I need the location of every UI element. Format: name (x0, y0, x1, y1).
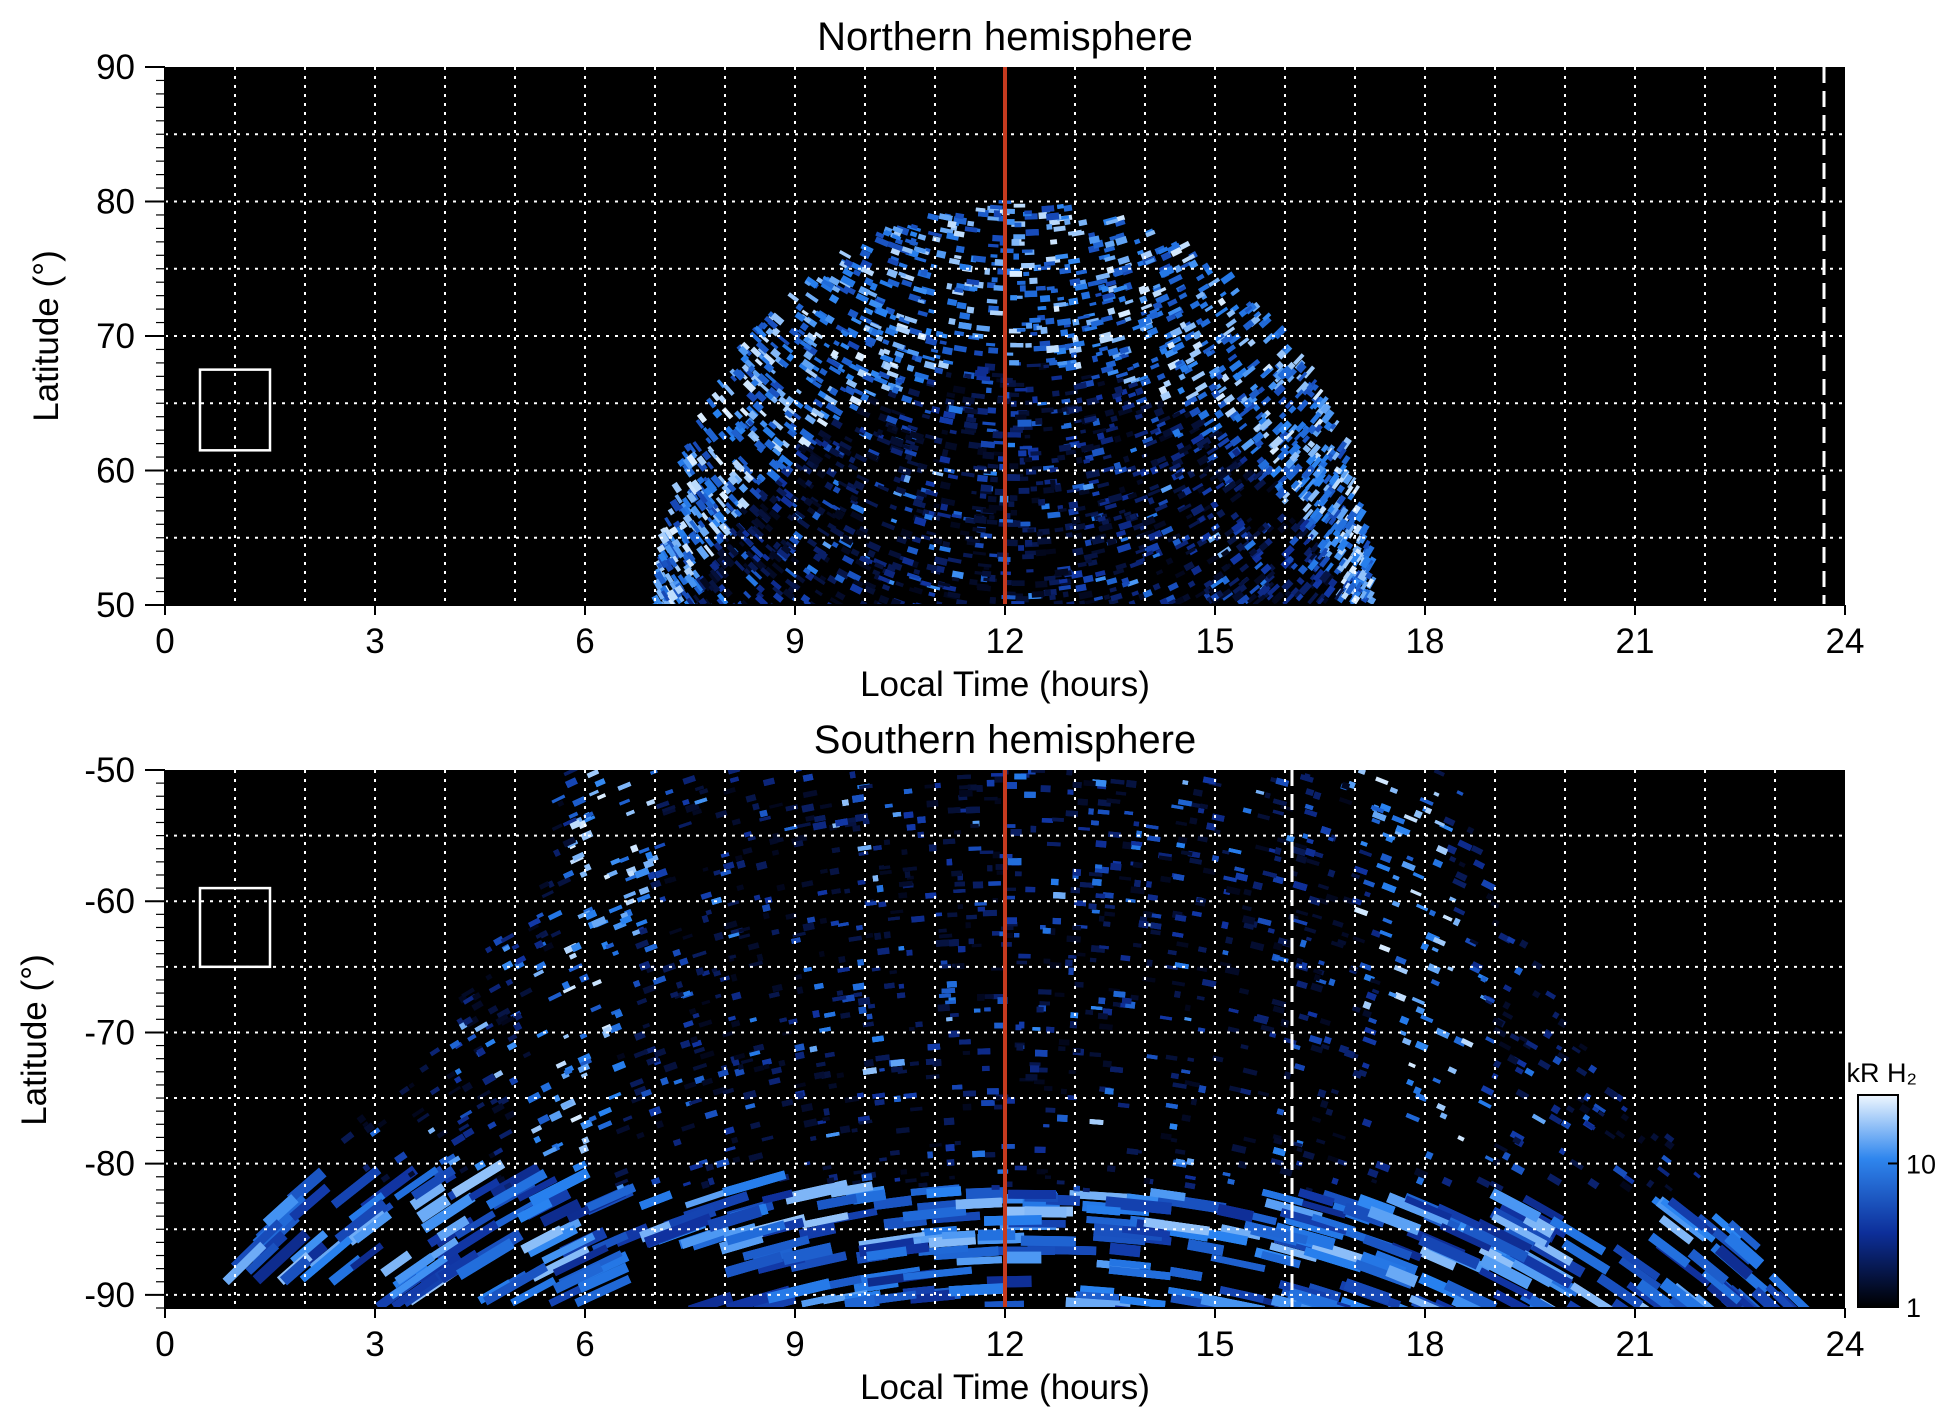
south-x-tick-2: 6 (575, 1325, 594, 1364)
colorbar-tick-0: 1 (1906, 1293, 1921, 1323)
north-y-tick-3: 80 (96, 183, 135, 222)
north-axes: 0 3 6 9 12 15 18 21 24 50 60 70 80 90 (96, 48, 1864, 661)
south-y-axis-label: Latitude (°) (15, 954, 54, 1126)
colorbar: kR H₂ 1 10 (1847, 1058, 1937, 1323)
south-title: Southern hemisphere (814, 718, 1196, 762)
north-y-tick-0: 50 (96, 586, 135, 625)
north-y-tick-4: 90 (96, 48, 135, 87)
north-x-tick-0: 0 (155, 622, 174, 661)
south-x-tick-5: 15 (1196, 1325, 1235, 1364)
north-x-tick-7: 21 (1616, 622, 1655, 661)
north-reference-box (198, 368, 272, 452)
south-x-tick-7: 21 (1616, 1325, 1655, 1364)
colorbar-title: kR H₂ (1847, 1058, 1917, 1088)
south-panel: Southern hemisphere 0 3 6 9 12 15 18 21 24 -50 -60… (15, 718, 1864, 1407)
south-y-tick-3: -80 (84, 1145, 135, 1184)
colorbar-tick-1: 10 (1906, 1149, 1936, 1179)
south-x-axis-label: Local Time (hours) (860, 1368, 1150, 1407)
south-y-tick-0: -50 (84, 751, 135, 790)
north-x-tick-3: 9 (785, 622, 804, 661)
south-y-tick-2: -70 (84, 1013, 135, 1052)
south-reference-box (198, 886, 272, 969)
colorbar-ticks: 1 10 (1888, 1149, 1936, 1323)
south-x-tick-1: 3 (365, 1325, 384, 1364)
south-y-tick-4: -90 (84, 1276, 135, 1315)
north-x-tick-1: 3 (365, 622, 384, 661)
south-x-tick-3: 9 (785, 1325, 804, 1364)
south-y-tick-1: -60 (84, 882, 135, 921)
north-panel: Northern hemisphere 0 3 6 9 12 15 18 21 24 50 60 70… (27, 15, 1864, 704)
south-x-tick-0: 0 (155, 1325, 174, 1364)
north-title: Northern hemisphere (817, 15, 1193, 59)
north-x-tick-2: 6 (575, 622, 594, 661)
north-x-tick-5: 15 (1196, 622, 1235, 661)
north-x-axis-label: Local Time (hours) (860, 665, 1150, 704)
north-y-tick-1: 60 (96, 452, 135, 491)
north-y-tick-2: 70 (96, 317, 135, 356)
south-x-tick-4: 12 (986, 1325, 1025, 1364)
north-x-tick-6: 18 (1406, 622, 1445, 661)
colorbar-gradient (1857, 1094, 1899, 1308)
north-x-tick-4: 12 (986, 622, 1025, 661)
south-axes: 0 3 6 9 12 15 18 21 24 -50 -60 -70 -80 -90 (84, 751, 1864, 1364)
north-y-axis-label: Latitude (°) (27, 250, 66, 422)
north-x-tick-8: 24 (1826, 622, 1865, 661)
south-x-tick-8: 24 (1826, 1325, 1865, 1364)
south-x-tick-6: 18 (1406, 1325, 1445, 1364)
south-emission-map (222, 770, 1829, 1308)
